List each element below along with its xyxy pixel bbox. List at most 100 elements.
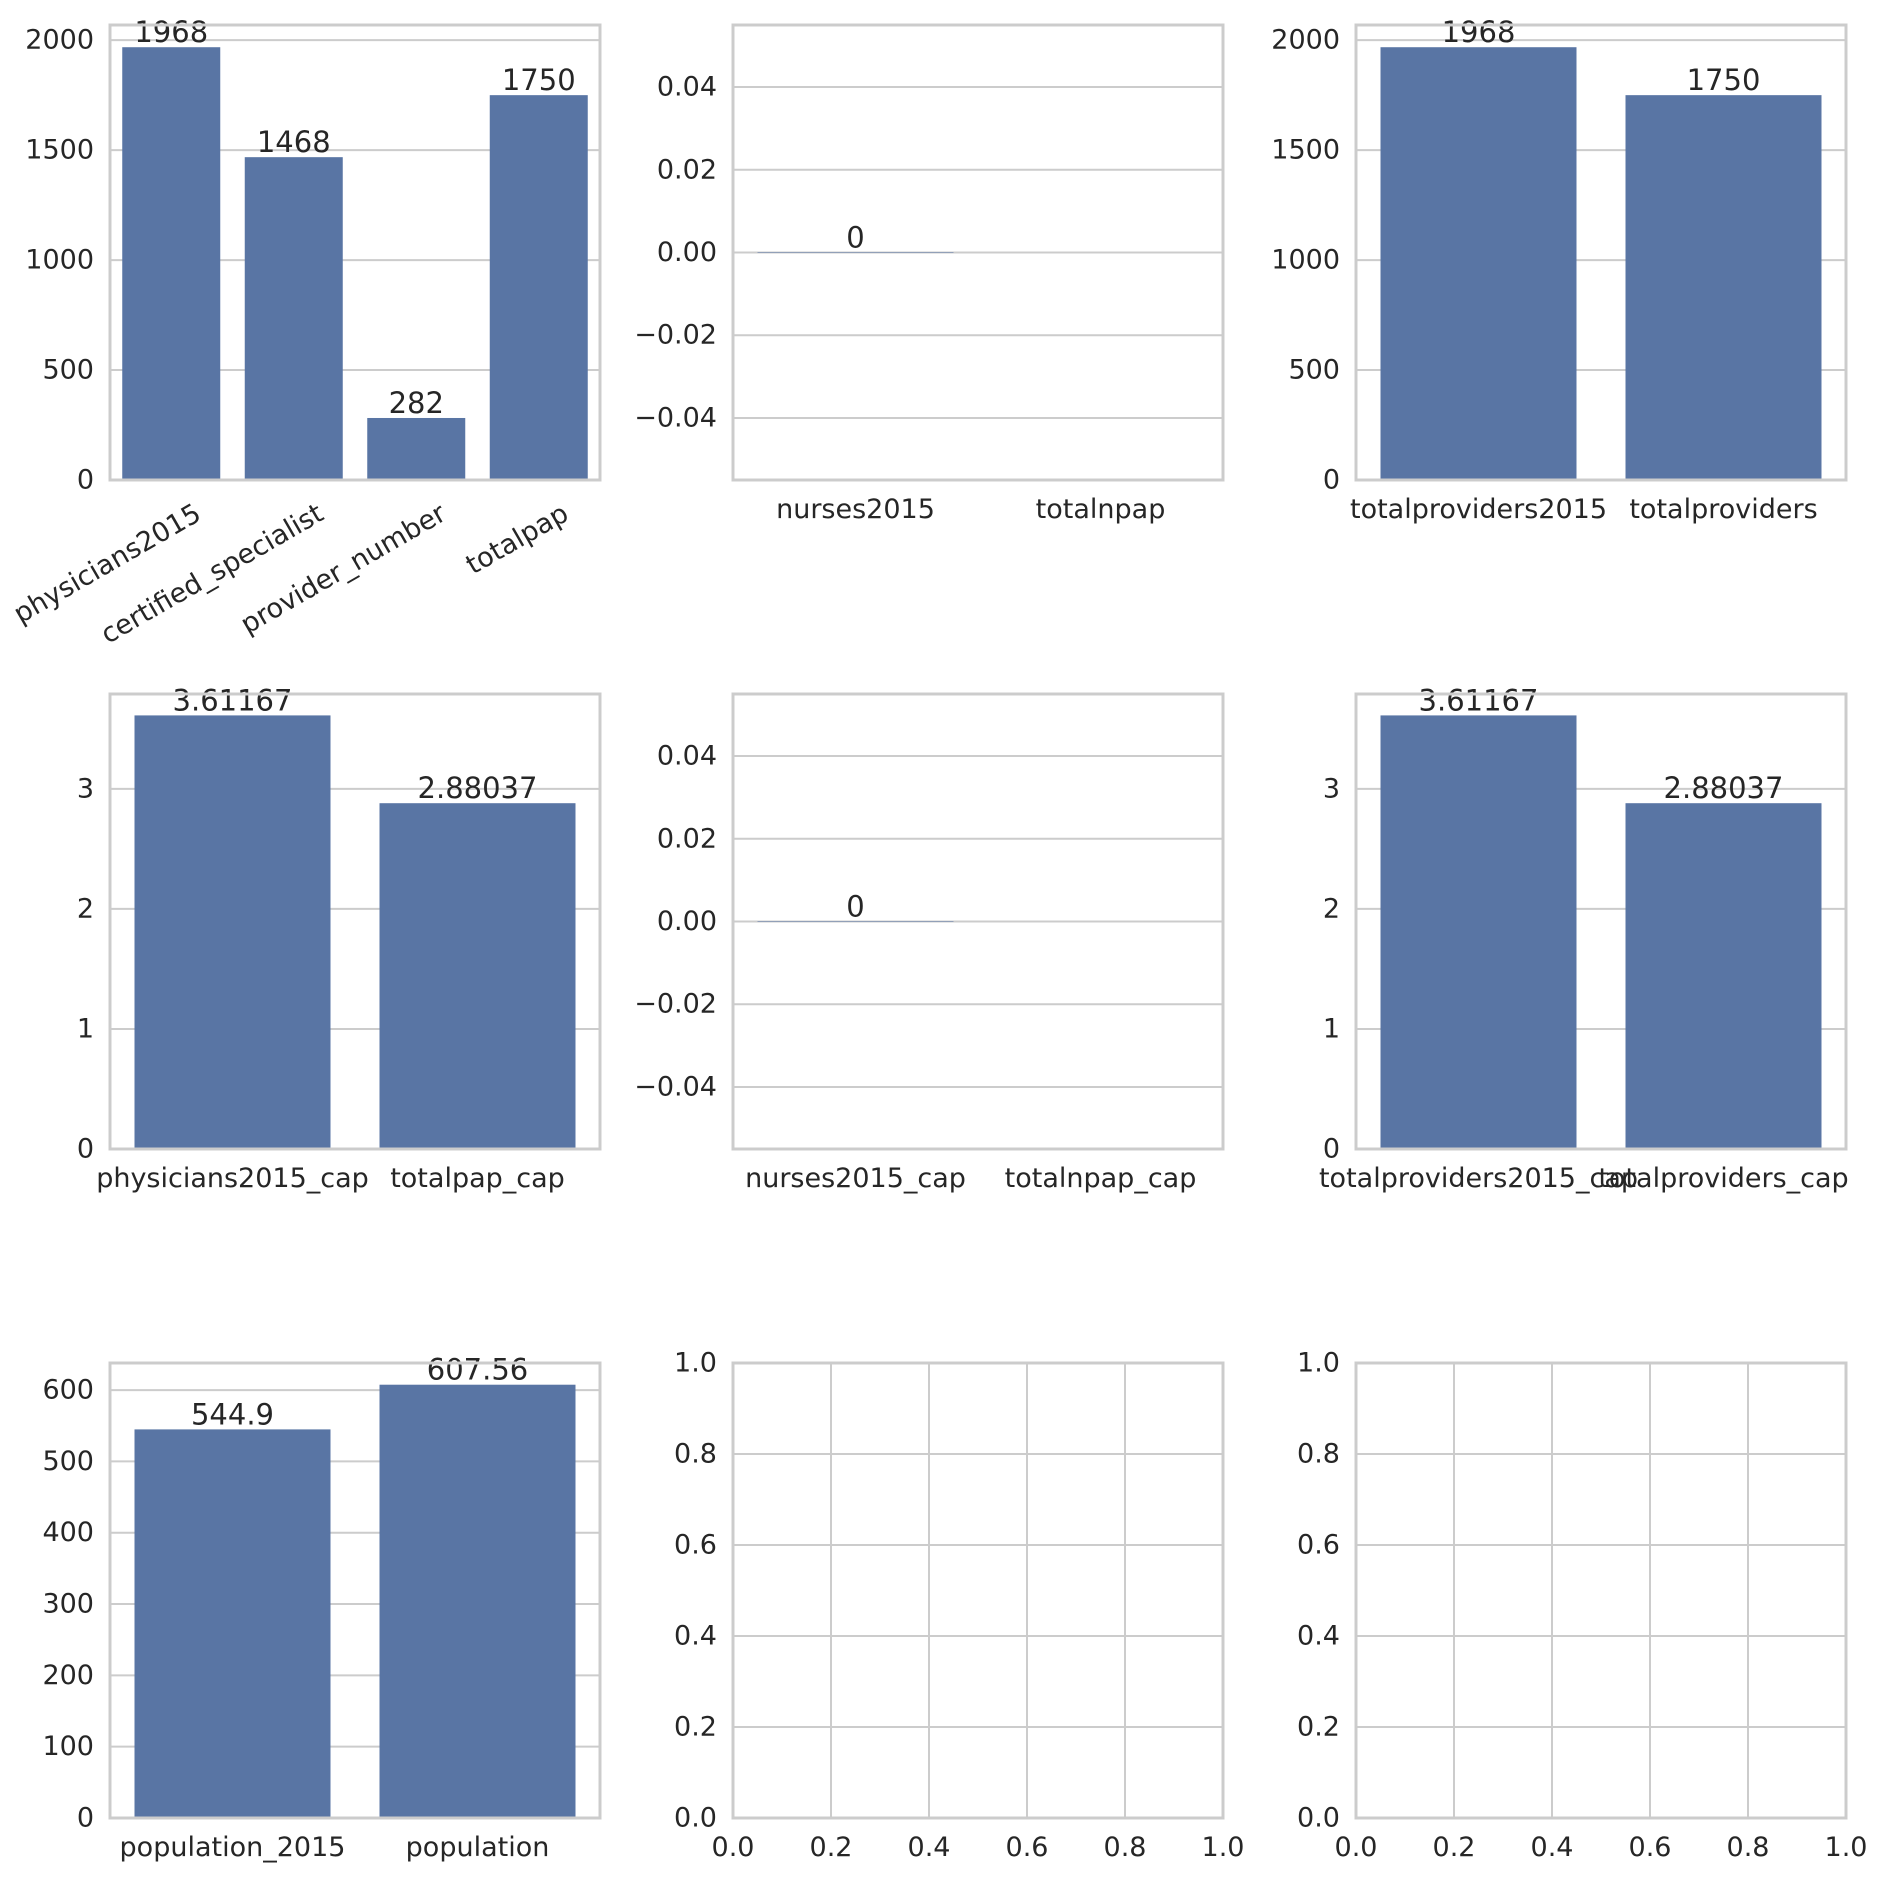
- x-tick-label: 1.0: [1825, 1832, 1868, 1863]
- axes-frame: [1354, 23, 1848, 482]
- chart-panel-2: −0.04 −0.02 0.00 0.02 0.04 0 nurses2015 totalnp…: [634, 23, 1225, 525]
- bar: [1380, 715, 1577, 1149]
- bar-value-label: 1968: [134, 15, 208, 49]
- axes-frame: [1354, 1361, 1848, 1820]
- y-tick-label: 0.04: [657, 72, 717, 103]
- bar-value-label: 607.56: [427, 1353, 528, 1387]
- y-tick-label: 0.6: [1297, 1530, 1340, 1561]
- y-tick-label: 0.0: [674, 1803, 717, 1834]
- y-tick-label: 0.2: [1297, 1712, 1340, 1743]
- bar: [489, 95, 588, 480]
- y-tick-label: −0.02: [634, 989, 717, 1020]
- y-tick-label: 500: [42, 355, 94, 386]
- y-tick-label: 0: [1323, 465, 1340, 496]
- y-tick-label: 0.6: [674, 1530, 717, 1561]
- y-tick-label: −0.02: [634, 320, 717, 351]
- y-tick-label: 0.8: [1297, 1439, 1340, 1470]
- chart-panel-4: 0 1 2 3 3.61167 physicians2015_cap 2.88037 tota…: [77, 683, 602, 1194]
- y-tick-label: 0.02: [657, 823, 717, 854]
- y-tick-label: 0: [77, 1134, 94, 1165]
- chart-panel-6: 0 1 2 3 3.61167 totalproviders2015_cap 2.88037…: [1319, 683, 1849, 1194]
- y-tick-label: 500: [1288, 355, 1340, 386]
- axes-frame: [731, 1361, 1225, 1820]
- x-tick-label: population_2015: [120, 1832, 346, 1863]
- x-tick-label: totalproviders_cap: [1598, 1163, 1848, 1194]
- y-tick-label: 0.02: [657, 154, 717, 185]
- axes-frame: [731, 692, 1225, 1151]
- x-tick-label: totalpap_cap: [390, 1163, 565, 1194]
- y-tick-label: 3: [1323, 773, 1340, 804]
- bar: [244, 157, 343, 480]
- x-tick-label: totalnpap: [1036, 494, 1166, 525]
- y-tick-label: −0.04: [634, 402, 717, 433]
- y-tick-label: 2: [77, 893, 94, 924]
- x-tick-label: 0.8: [1727, 1832, 1770, 1863]
- x-tick-label: totalproviders2015_cap: [1319, 1163, 1638, 1194]
- bar-value-label: 544.9: [191, 1397, 274, 1431]
- y-tick-label: 1: [77, 1013, 94, 1044]
- y-tick-label: 0.00: [657, 237, 717, 268]
- bar: [379, 803, 576, 1149]
- y-tick-label: 1000: [1271, 245, 1340, 276]
- y-tick-label: 0: [77, 1803, 94, 1834]
- x-tick-label: 0.0: [712, 1832, 755, 1863]
- y-tick-label: 600: [42, 1375, 94, 1406]
- x-tick-label: physicians2015_cap: [96, 1163, 369, 1194]
- bar-value-label: 3.61167: [1419, 683, 1539, 717]
- chart-panel-3: 0 500 1000 1500 2000 1968 totalproviders2015 17…: [1271, 15, 1848, 525]
- y-tick-label: 2000: [25, 25, 94, 56]
- y-tick-label: 1500: [25, 135, 94, 166]
- x-tick-label: 0.2: [810, 1832, 853, 1863]
- x-tick-label: 0.8: [1104, 1832, 1147, 1863]
- bar: [122, 47, 221, 480]
- y-tick-label: 0.8: [674, 1439, 717, 1470]
- axes-frame: [1354, 692, 1848, 1151]
- bar: [757, 921, 954, 922]
- bar: [134, 715, 331, 1149]
- chart-panel-9: 0.0 0.2 0.4 0.6 0.8 1.0 0.0 0.2 0.4 0.6 0.8 1.0: [1297, 1348, 1867, 1864]
- y-tick-label: 2000: [1271, 25, 1340, 56]
- x-tick-label: totalproviders2015: [1350, 494, 1607, 525]
- x-tick-label: nurses2015_cap: [745, 1163, 966, 1194]
- bar-value-label: 1750: [502, 63, 576, 97]
- y-tick-label: 1500: [1271, 135, 1340, 166]
- x-tick-label: provider_number: [235, 497, 452, 640]
- bar-value-label: 282: [389, 386, 444, 420]
- y-tick-label: 0.0: [1297, 1803, 1340, 1834]
- x-tick-label: nurses2015: [776, 494, 935, 525]
- chart-panel-8: 0.0 0.2 0.4 0.6 0.8 1.0 0.0 0.2 0.4 0.6 0.8 1.0: [674, 1348, 1244, 1864]
- y-tick-label: 0.4: [674, 1621, 717, 1652]
- x-tick-label: 0.0: [1335, 1832, 1378, 1863]
- axes-frame: [731, 23, 1225, 482]
- y-tick-label: 0.00: [657, 906, 717, 937]
- bar-value-label: 3.61167: [173, 683, 293, 717]
- chart-panel-7: 0 100 200 300 400 500 600 544.9 population_2015 6…: [42, 1353, 602, 1863]
- y-tick-label: 3: [77, 773, 94, 804]
- bar: [757, 252, 954, 253]
- y-tick-label: 1.0: [1297, 1348, 1340, 1379]
- bar: [1380, 47, 1577, 480]
- bar: [367, 417, 466, 480]
- bar: [379, 1384, 576, 1818]
- x-tick-label: 1.0: [1202, 1832, 1245, 1863]
- x-tick-label: 0.4: [1531, 1832, 1574, 1863]
- y-tick-label: 1.0: [674, 1348, 717, 1379]
- bar: [134, 1429, 331, 1818]
- bar-value-label: 0: [846, 890, 864, 924]
- x-tick-label: 0.6: [1629, 1832, 1672, 1863]
- x-tick-label: 0.4: [908, 1832, 951, 1863]
- y-tick-label: 0: [1323, 1134, 1340, 1165]
- bar-value-label: 1968: [1442, 15, 1516, 49]
- bar-value-label: 0: [846, 221, 864, 255]
- x-tick-label: 0.6: [1006, 1832, 1049, 1863]
- axes-frame: [108, 23, 602, 482]
- y-tick-label: 0.04: [657, 741, 717, 772]
- bar: [1625, 803, 1822, 1149]
- x-tick-label: certified_specialist: [96, 498, 329, 650]
- y-tick-label: 500: [42, 1446, 94, 1477]
- chart-panel-5: −0.04 −0.02 0.00 0.02 0.04 0 nurses2015_cap tot…: [634, 692, 1225, 1194]
- bar: [1625, 95, 1822, 480]
- axes-frame: [108, 692, 602, 1151]
